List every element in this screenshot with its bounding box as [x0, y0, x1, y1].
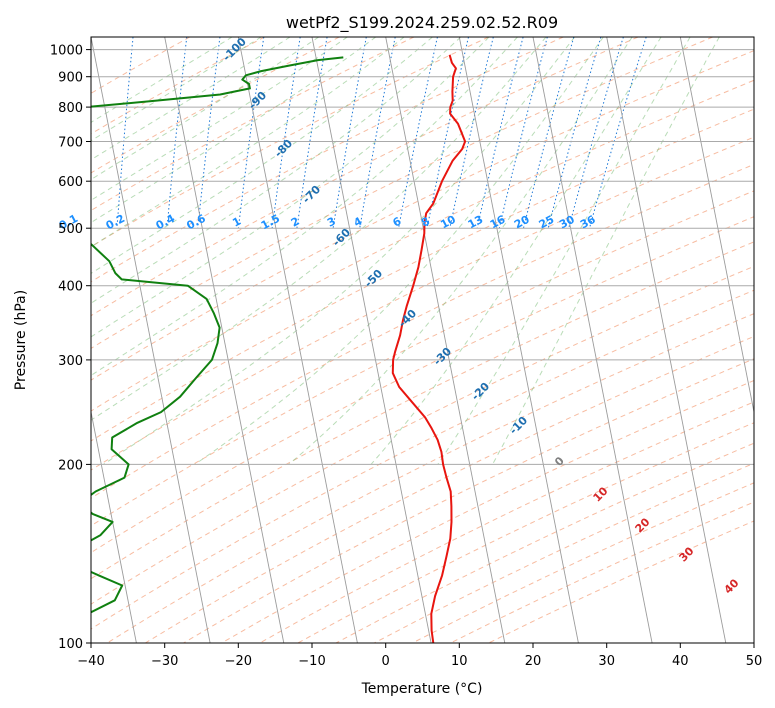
y-axis-title: Pressure (hPa): [13, 290, 29, 390]
mixing-ratio-line: [523, 37, 575, 229]
y-tick-label: 200: [58, 458, 83, 473]
isotherm: [679, 37, 754, 415]
x-tick-label: 20: [525, 654, 542, 669]
moist-adiabat: [91, 37, 320, 181]
isotherm: [606, 37, 727, 643]
dry-adiabat: [91, 37, 340, 174]
y-tick-label: 800: [58, 101, 83, 116]
mixing-ratio-line: [589, 37, 647, 229]
mixing-ratio-label: 13: [466, 213, 486, 232]
x-tick-label: 40: [672, 654, 689, 669]
mixing-ratio-label: 30: [557, 213, 577, 232]
mixing-ratio-label: 10: [438, 213, 458, 232]
dry-adiabat: [91, 37, 713, 349]
mixing-ratio-line: [547, 37, 602, 229]
mixing-ratio-line: [166, 37, 188, 229]
moist-adiabat: [91, 37, 462, 304]
moist-adiabat: [370, 37, 662, 465]
moist-adiabat: [288, 37, 633, 465]
profile-lines: [91, 54, 467, 643]
y-tick-label: 1000: [50, 44, 83, 59]
isotherm: [532, 37, 653, 643]
mixing-ratio-line: [70, 37, 83, 228]
x-tick-label: −20: [225, 654, 252, 669]
temperature-profile: [391, 54, 467, 643]
moist-adiabat: [194, 37, 604, 465]
moist-adiabat: [91, 37, 547, 421]
y-tick-label: 700: [58, 136, 83, 151]
isotherm: [311, 37, 432, 643]
moist-adiabat: [91, 37, 518, 377]
y-tick-label: 300: [58, 354, 83, 369]
dry-adiabat: [91, 50, 754, 381]
mixing-ratio-line: [498, 37, 548, 229]
mixing-ratio-label: 16: [488, 213, 508, 232]
mixing-ratio-line: [398, 37, 438, 229]
x-tick-label: −30: [151, 654, 178, 669]
dry-adiabat: [91, 136, 754, 471]
x-axis: −40 −30 −20 −10 0 10 20 30 40 50: [77, 643, 762, 669]
moist-adiabat: [437, 37, 691, 465]
plot-background: [91, 37, 754, 643]
moist-adiabat: [91, 37, 377, 224]
x-axis-title: Temperature (°C): [361, 681, 483, 697]
y-tick-label: 900: [58, 71, 83, 86]
isotherm: [753, 37, 754, 40]
moist-adiabat: [91, 37, 348, 201]
moist-adiabat: [91, 37, 433, 275]
isotherm: [458, 37, 579, 643]
moist-adiabat: [91, 37, 233, 124]
moist-adiabat: [492, 37, 720, 465]
dry-adiabat: [91, 37, 191, 94]
y-tick-label: 100: [58, 637, 83, 652]
moist-adiabat: [103, 37, 575, 465]
x-tick-label: 30: [598, 654, 615, 669]
moist-adiabat: [91, 37, 490, 338]
plot-frame: [90, 36, 755, 644]
y-tick-label: 500: [58, 222, 83, 237]
mixing-ratio-line: [476, 37, 524, 229]
x-tick-label: −10: [298, 654, 325, 669]
y-axis: 1000 900 800 700 600 500 400 300 200 100: [50, 44, 91, 652]
dry-adiabat: [91, 216, 754, 554]
chart-title: wetPf2_S199.2024.259.02.52.R09: [286, 13, 558, 33]
isotherm: [91, 37, 211, 643]
x-tick-label: 50: [746, 654, 763, 669]
mixing-ratio-label: 20: [512, 213, 532, 232]
mixing-ratio-line: [197, 37, 221, 229]
dry-adiabat: [91, 37, 415, 212]
mixing-ratio-line: [568, 37, 624, 229]
mixing-ratio-label: 25: [537, 213, 557, 232]
x-tick-label: −40: [77, 654, 104, 669]
isotherm: [237, 37, 358, 643]
dewpoint-profile: [91, 56, 344, 614]
isotherm: [164, 37, 285, 643]
y-tick-label: 600: [58, 175, 83, 190]
y-tick-label: 400: [58, 280, 83, 295]
dry-adiabat: [91, 265, 754, 605]
dry-adiabat: [221, 379, 754, 643]
mixing-ratio-line: [237, 37, 265, 229]
x-tick-label: 0: [382, 654, 390, 669]
grid-lines: [0, 37, 754, 643]
isotherm: [0, 37, 63, 643]
mixing-ratio-label: 36: [578, 213, 598, 232]
isotherm: [91, 409, 137, 643]
dry-adiabat: [183, 358, 754, 643]
x-tick-label: 10: [451, 654, 468, 669]
dry-adiabat: [91, 37, 564, 283]
background-lines: [70, 37, 754, 643]
isotherm: [385, 37, 506, 643]
dry-adiabat: [91, 163, 754, 499]
dry-adiabat: [106, 313, 754, 643]
